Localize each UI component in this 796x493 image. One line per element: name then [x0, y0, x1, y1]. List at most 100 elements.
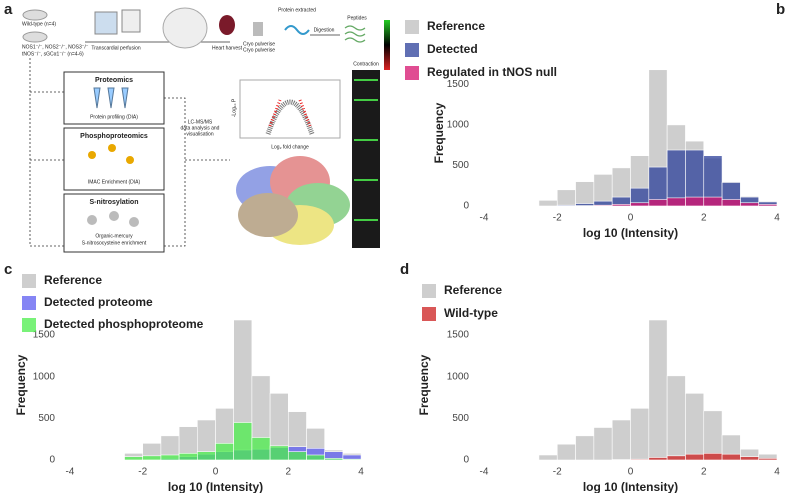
- histogram-bar: [342, 458, 362, 461]
- histogram-bar: [703, 196, 723, 207]
- heatmap-rows: [354, 79, 378, 221]
- x-axis-label: log 10 (Intensity): [168, 480, 263, 493]
- charts: b 0 500 1000 1500 -4 -2 0 2 4 log 10 (Intensity) Fr…: [4, 1, 785, 493]
- connector: [164, 97, 230, 247]
- beaker-icon: [94, 11, 118, 35]
- method-box: [63, 127, 165, 191]
- label: Transcardial perfusion: [91, 45, 141, 51]
- legend-label: Detected proteome: [44, 295, 153, 309]
- mouse-icon: [22, 31, 48, 43]
- legend-swatch: [405, 66, 419, 80]
- x-tick-label: -2: [138, 467, 147, 478]
- volcano-plot: [239, 79, 341, 139]
- label: Proteomics: [95, 77, 133, 84]
- histogram-bar: [740, 456, 759, 461]
- y-tick-label: 500: [452, 160, 469, 171]
- x-tick-label: 4: [358, 467, 364, 478]
- histogram-bar: [611, 419, 631, 461]
- label: LC-MS/MS: [188, 119, 213, 125]
- y-tick-label: 500: [452, 413, 469, 424]
- histogram-bar: [593, 427, 613, 461]
- peptide-icon: [344, 25, 366, 43]
- phospho-icon: [126, 156, 134, 164]
- histogram-bar: [575, 435, 595, 461]
- x-axis-label: log 10 (Intensity): [583, 480, 678, 493]
- histogram-bar: [685, 453, 705, 461]
- y-tick-label: 500: [38, 413, 55, 424]
- x-tick-label: 4: [774, 213, 780, 224]
- y-tick-label: 1500: [447, 330, 470, 341]
- x-tick-label: 4: [774, 467, 780, 478]
- workflow-diagram: a Wild-type (n=4) NOS1⁻/⁻, NOS2⁻/⁻, NOS3…: [4, 1, 390, 253]
- histogram-bar: [721, 199, 741, 207]
- sno-icon: [87, 215, 97, 225]
- cryo-icon: [253, 22, 263, 36]
- sno-icon: [129, 217, 139, 227]
- label: Contraction: [353, 61, 379, 67]
- x-tick-label: -4: [65, 467, 74, 478]
- x-tick-label: 2: [286, 467, 292, 478]
- histogram-bar: [215, 443, 234, 461]
- venn-diagram: [236, 156, 350, 245]
- phospho-icon: [88, 151, 96, 159]
- histogram-bar: [758, 204, 778, 207]
- x-tick-label: -4: [480, 467, 489, 478]
- label: Heart harvest: [212, 45, 243, 51]
- colorbar: [384, 20, 390, 70]
- histogram-bar: [324, 458, 344, 461]
- histogram-bar: [703, 453, 723, 461]
- label: Organic-mercury: [95, 233, 133, 239]
- label: -Log₁₀ P: [231, 98, 237, 117]
- histogram-bar: [666, 455, 686, 461]
- legend-label: Detected phosphoproteome: [44, 317, 204, 331]
- histogram-bar: [124, 456, 144, 461]
- histogram-bar: [721, 453, 741, 461]
- legend-swatch: [422, 307, 436, 321]
- histogram-bar: [556, 443, 576, 461]
- y-tick-label: 0: [463, 455, 469, 466]
- label: IMAC Enrichment (DIA): [88, 179, 141, 185]
- y-axis-label: Frequency: [417, 354, 431, 415]
- histogram-bar: [251, 437, 271, 461]
- histogram-bar: [556, 189, 576, 207]
- histogram-bar: [538, 200, 558, 207]
- histogram-bar: [178, 453, 198, 461]
- label: Wild-type (n=4): [22, 21, 56, 27]
- y-tick-label: 1000: [447, 120, 470, 131]
- x-axis-label: log 10 (Intensity): [583, 226, 678, 240]
- histogram-bar: [593, 204, 613, 207]
- label: Peptides: [347, 15, 367, 21]
- label: S-nitrosocysteine enrichment: [82, 240, 147, 246]
- histogram-bar: [269, 445, 289, 461]
- histogram-bar: [703, 410, 723, 461]
- histogram-bar: [556, 204, 576, 207]
- heart-icon: [219, 15, 235, 35]
- y-tick-label: 1000: [33, 371, 56, 382]
- mouse-icon: [162, 7, 208, 49]
- panel-letter: a: [4, 1, 13, 18]
- x-tick-label: 0: [628, 213, 634, 224]
- label: Cryo pulverise: [243, 41, 275, 47]
- legend-swatch: [22, 296, 36, 310]
- label: visualisation: [186, 131, 213, 137]
- histogram-bar: [611, 204, 631, 207]
- y-tick-label: 1500: [33, 330, 56, 341]
- label: NOS1⁻/⁻, NOS2⁻/⁻, NOS3⁻/⁻: [22, 44, 89, 50]
- panel-letter: c: [4, 261, 12, 278]
- label: tNOS⁻/⁻, sGCα1⁻/⁻ (n=4-6): [22, 51, 84, 57]
- legend-label: Reference: [427, 19, 485, 33]
- connector: [29, 58, 64, 247]
- histogram-bar: [685, 393, 705, 461]
- y-axis-label: Frequency: [14, 354, 28, 415]
- histogram-bar: [538, 454, 558, 461]
- label: Cryo pulverise: [243, 47, 275, 53]
- histogram-bar: [666, 375, 686, 461]
- histogram-bar: [740, 202, 759, 207]
- histogram-bar: [160, 454, 180, 461]
- label: Digestion: [314, 27, 335, 33]
- legend-swatch: [22, 274, 36, 288]
- histogram-bar: [648, 457, 668, 461]
- pump-icon: [121, 9, 141, 33]
- legend-label: Regulated in tNOS null: [427, 65, 557, 79]
